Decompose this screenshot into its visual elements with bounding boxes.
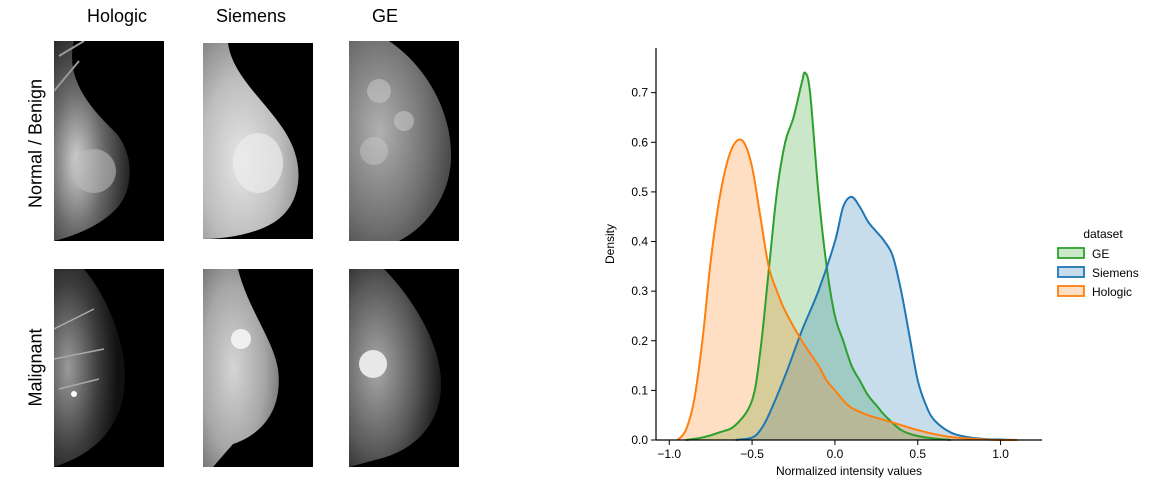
y-tick-label: 0.6 [631, 135, 648, 149]
x-axis-label: Normalized intensity values [776, 464, 922, 478]
legend-label-ge: GE [1092, 247, 1109, 261]
y-tick-label: 0.7 [631, 86, 648, 100]
column-title-ge: GE [371, 6, 398, 26]
legend-swatch-siemens [1057, 266, 1085, 278]
y-tick-label: 0.1 [631, 383, 648, 397]
density-area-hologic [677, 139, 1018, 440]
legend-title: dataset [1083, 227, 1123, 241]
row-title-malignant: Malignant [25, 328, 46, 407]
density-area-siemens [735, 196, 1018, 440]
mammogram-hologic-malignant [54, 269, 164, 467]
x-tick-label: 0.5 [909, 447, 926, 461]
y-tick-label: 0.3 [631, 284, 648, 298]
legend-label-siemens: Siemens [1092, 266, 1139, 280]
x-tick-label: 1.0 [992, 447, 1009, 461]
column-title-siemens: Siemens [215, 6, 287, 26]
mammogram-siemens-malignant [203, 269, 313, 467]
mammogram-ge-normal [349, 41, 459, 241]
legend-label-hologic: Hologic [1092, 285, 1132, 299]
density-line-siemens [735, 195, 1018, 441]
mammogram-hologic-normal [54, 41, 164, 241]
chart-legend: dataset GE Siemens Hologic [1057, 227, 1139, 299]
density-lines [676, 71, 1018, 442]
density-fills [677, 72, 1018, 440]
y-tick-label: 0.5 [631, 185, 648, 199]
y-tick-label: 0.0 [631, 433, 648, 447]
y-axis-label: Density [603, 224, 617, 264]
row-title-normal-benign: Normal / Benign [25, 78, 46, 209]
density-line-hologic [676, 138, 1018, 442]
x-tick-label: −0.5 [740, 447, 764, 461]
y-tick-label: 0.2 [631, 334, 648, 348]
density-chart: −1.0 −0.5 0.0 0.5 1.0 0.0 0.1 0.2 0.3 0.4 0.5 0.6 0.… [603, 48, 1139, 478]
mammogram-siemens-normal [203, 43, 313, 239]
chart-axes: −1.0 −0.5 0.0 0.5 1.0 0.0 0.1 0.2 0.3 0.4 0.5 0.6 0.… [603, 48, 1042, 478]
mammogram-ge-malignant [349, 269, 459, 467]
x-tick-label: 0.0 [827, 447, 844, 461]
density-area-ge [685, 72, 951, 440]
legend-swatch-hologic [1057, 285, 1085, 297]
y-tick-label: 0.4 [631, 235, 648, 249]
legend-swatch-ge [1057, 247, 1085, 259]
x-tick-label: −1.0 [657, 447, 681, 461]
density-line-ge [685, 71, 951, 441]
column-title-hologic: Hologic [86, 6, 148, 26]
